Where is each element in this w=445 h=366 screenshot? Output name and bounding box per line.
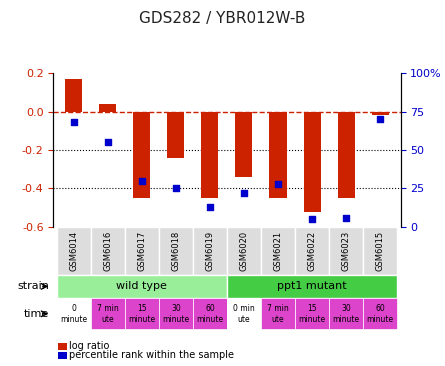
Text: log ratio: log ratio bbox=[69, 341, 109, 351]
FancyBboxPatch shape bbox=[125, 227, 159, 274]
Text: GSM6016: GSM6016 bbox=[103, 231, 112, 271]
Point bbox=[240, 190, 247, 196]
Bar bbox=[338, 112, 355, 198]
FancyBboxPatch shape bbox=[329, 298, 363, 329]
FancyBboxPatch shape bbox=[227, 274, 397, 298]
FancyBboxPatch shape bbox=[295, 227, 329, 274]
FancyBboxPatch shape bbox=[57, 274, 227, 298]
FancyBboxPatch shape bbox=[91, 298, 125, 329]
Text: 30
minute: 30 minute bbox=[332, 304, 360, 324]
Text: 30
minute: 30 minute bbox=[162, 304, 190, 324]
Point bbox=[343, 215, 350, 221]
Point bbox=[376, 116, 384, 122]
Text: 15
minute: 15 minute bbox=[299, 304, 326, 324]
Bar bbox=[65, 79, 82, 112]
FancyBboxPatch shape bbox=[57, 227, 91, 274]
FancyBboxPatch shape bbox=[57, 298, 91, 329]
Text: 0 min
ute: 0 min ute bbox=[233, 304, 255, 324]
Text: 60
minute: 60 minute bbox=[367, 304, 394, 324]
FancyBboxPatch shape bbox=[159, 227, 193, 274]
Text: ppt1 mutant: ppt1 mutant bbox=[277, 281, 347, 291]
Text: GSM6015: GSM6015 bbox=[376, 231, 384, 271]
FancyBboxPatch shape bbox=[159, 298, 193, 329]
Text: wild type: wild type bbox=[117, 281, 167, 291]
FancyBboxPatch shape bbox=[193, 227, 227, 274]
Text: GDS282 / YBR012W-B: GDS282 / YBR012W-B bbox=[139, 11, 306, 26]
Bar bbox=[202, 112, 218, 198]
Bar bbox=[372, 112, 388, 116]
FancyBboxPatch shape bbox=[261, 298, 295, 329]
FancyBboxPatch shape bbox=[363, 298, 397, 329]
Point bbox=[104, 139, 111, 145]
FancyBboxPatch shape bbox=[193, 298, 227, 329]
Point bbox=[308, 216, 316, 222]
Text: 0
minute: 0 minute bbox=[60, 304, 87, 324]
Text: GSM6021: GSM6021 bbox=[274, 231, 283, 271]
Bar bbox=[99, 104, 116, 112]
FancyBboxPatch shape bbox=[329, 227, 363, 274]
Point bbox=[138, 178, 146, 184]
Text: 60
minute: 60 minute bbox=[196, 304, 223, 324]
Bar bbox=[235, 112, 252, 177]
Text: GSM6017: GSM6017 bbox=[138, 231, 146, 271]
Text: time: time bbox=[24, 309, 49, 319]
Point bbox=[275, 181, 282, 187]
Text: GSM6018: GSM6018 bbox=[171, 231, 180, 271]
FancyBboxPatch shape bbox=[227, 298, 261, 329]
Text: strain: strain bbox=[17, 281, 49, 291]
Text: GSM6023: GSM6023 bbox=[342, 231, 351, 271]
Text: GSM6014: GSM6014 bbox=[69, 231, 78, 271]
Bar bbox=[134, 112, 150, 198]
Point bbox=[172, 186, 179, 191]
Text: GSM6020: GSM6020 bbox=[239, 231, 248, 271]
Point bbox=[206, 204, 214, 210]
Text: 15
minute: 15 minute bbox=[128, 304, 155, 324]
Bar bbox=[270, 112, 287, 198]
FancyBboxPatch shape bbox=[295, 298, 329, 329]
Text: 7 min
ute: 7 min ute bbox=[97, 304, 119, 324]
Text: GSM6019: GSM6019 bbox=[206, 231, 214, 271]
Text: 7 min
ute: 7 min ute bbox=[267, 304, 289, 324]
FancyBboxPatch shape bbox=[261, 227, 295, 274]
FancyBboxPatch shape bbox=[227, 227, 261, 274]
Text: GSM6022: GSM6022 bbox=[307, 231, 316, 271]
Bar bbox=[167, 112, 184, 158]
FancyBboxPatch shape bbox=[363, 227, 397, 274]
Point bbox=[70, 119, 77, 125]
FancyBboxPatch shape bbox=[91, 227, 125, 274]
Text: percentile rank within the sample: percentile rank within the sample bbox=[69, 350, 234, 361]
Bar bbox=[303, 112, 320, 212]
FancyBboxPatch shape bbox=[125, 298, 159, 329]
